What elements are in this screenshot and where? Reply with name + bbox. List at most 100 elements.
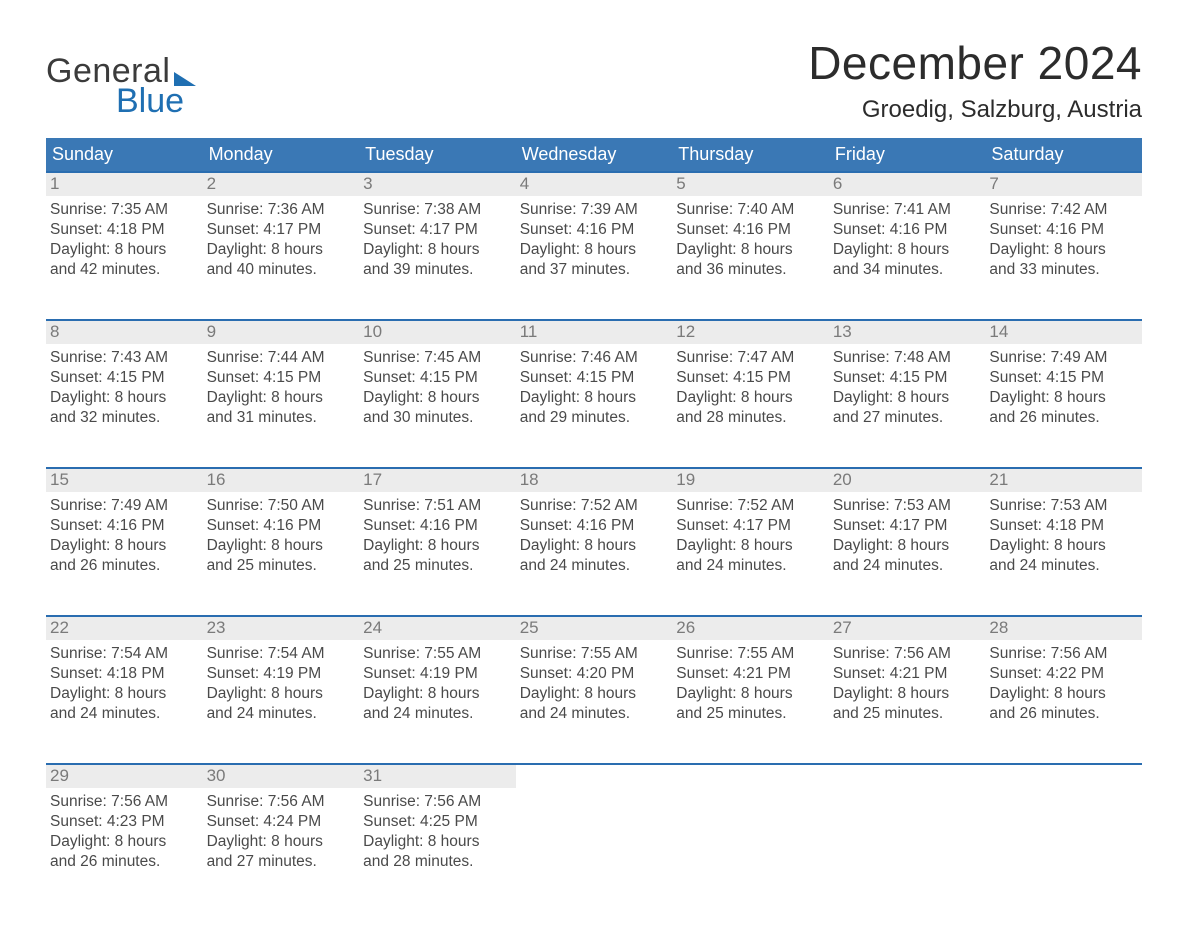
daylight-line1: Daylight: 8 hours (363, 240, 512, 260)
sunrise-text: Sunrise: 7:35 AM (50, 200, 199, 220)
location-subtitle: Groedig, Salzburg, Austria (808, 96, 1142, 124)
daylight-line2: and 28 minutes. (676, 408, 825, 428)
daylight-line1: Daylight: 8 hours (207, 388, 356, 408)
day-cell: 12Sunrise: 7:47 AMSunset: 4:15 PMDayligh… (672, 321, 829, 449)
day-number: 16 (203, 469, 360, 492)
day-body: Sunrise: 7:49 AMSunset: 4:15 PMDaylight:… (989, 348, 1138, 429)
day-body: Sunrise: 7:52 AMSunset: 4:16 PMDaylight:… (520, 496, 669, 577)
sunrise-text: Sunrise: 7:56 AM (207, 792, 356, 812)
day-cell: 10Sunrise: 7:45 AMSunset: 4:15 PMDayligh… (359, 321, 516, 449)
sunset-text: Sunset: 4:22 PM (989, 664, 1138, 684)
day-cell: 29Sunrise: 7:56 AMSunset: 4:23 PMDayligh… (46, 765, 203, 893)
daylight-line1: Daylight: 8 hours (50, 832, 199, 852)
titles: December 2024 Groedig, Salzburg, Austria (808, 36, 1142, 124)
daylight-line2: and 27 minutes. (207, 852, 356, 872)
day-body: Sunrise: 7:35 AMSunset: 4:18 PMDaylight:… (50, 200, 199, 281)
daylight-line2: and 24 minutes. (520, 556, 669, 576)
day-number: 15 (46, 469, 203, 492)
daylight-line2: and 26 minutes. (50, 852, 199, 872)
daylight-line1: Daylight: 8 hours (363, 536, 512, 556)
daylight-line1: Daylight: 8 hours (50, 536, 199, 556)
dow-friday: Friday (829, 138, 986, 171)
sunrise-text: Sunrise: 7:41 AM (833, 200, 982, 220)
day-body: Sunrise: 7:39 AMSunset: 4:16 PMDaylight:… (520, 200, 669, 281)
daylight-line1: Daylight: 8 hours (363, 684, 512, 704)
day-body: Sunrise: 7:54 AMSunset: 4:19 PMDaylight:… (207, 644, 356, 725)
sunset-text: Sunset: 4:24 PM (207, 812, 356, 832)
day-number: 12 (672, 321, 829, 344)
daylight-line2: and 25 minutes. (363, 556, 512, 576)
sunset-text: Sunset: 4:18 PM (50, 220, 199, 240)
sunrise-text: Sunrise: 7:38 AM (363, 200, 512, 220)
daylight-line2: and 31 minutes. (207, 408, 356, 428)
sunset-text: Sunset: 4:25 PM (363, 812, 512, 832)
sunrise-text: Sunrise: 7:46 AM (520, 348, 669, 368)
sunset-text: Sunset: 4:16 PM (50, 516, 199, 536)
sunset-text: Sunset: 4:15 PM (363, 368, 512, 388)
day-cell: 27Sunrise: 7:56 AMSunset: 4:21 PMDayligh… (829, 617, 986, 745)
brand-word2: Blue (116, 84, 184, 118)
sunset-text: Sunset: 4:16 PM (207, 516, 356, 536)
daylight-line1: Daylight: 8 hours (676, 388, 825, 408)
sunrise-text: Sunrise: 7:53 AM (833, 496, 982, 516)
day-body: Sunrise: 7:56 AMSunset: 4:24 PMDaylight:… (207, 792, 356, 873)
day-number: 6 (829, 173, 986, 196)
day-cell: 31Sunrise: 7:56 AMSunset: 4:25 PMDayligh… (359, 765, 516, 893)
day-body: Sunrise: 7:53 AMSunset: 4:18 PMDaylight:… (989, 496, 1138, 577)
day-body: Sunrise: 7:56 AMSunset: 4:23 PMDaylight:… (50, 792, 199, 873)
daylight-line1: Daylight: 8 hours (833, 536, 982, 556)
day-cell: 22Sunrise: 7:54 AMSunset: 4:18 PMDayligh… (46, 617, 203, 745)
sunrise-text: Sunrise: 7:56 AM (833, 644, 982, 664)
day-body: Sunrise: 7:43 AMSunset: 4:15 PMDaylight:… (50, 348, 199, 429)
day-cell: 30Sunrise: 7:56 AMSunset: 4:24 PMDayligh… (203, 765, 360, 893)
daylight-line1: Daylight: 8 hours (989, 536, 1138, 556)
day-cell: 8Sunrise: 7:43 AMSunset: 4:15 PMDaylight… (46, 321, 203, 449)
day-number: 31 (359, 765, 516, 788)
sunrise-text: Sunrise: 7:55 AM (676, 644, 825, 664)
daylight-line1: Daylight: 8 hours (989, 684, 1138, 704)
day-cell: 5Sunrise: 7:40 AMSunset: 4:16 PMDaylight… (672, 173, 829, 301)
day-cell: 14Sunrise: 7:49 AMSunset: 4:15 PMDayligh… (985, 321, 1142, 449)
day-cell: 21Sunrise: 7:53 AMSunset: 4:18 PMDayligh… (985, 469, 1142, 597)
day-number: 9 (203, 321, 360, 344)
sunrise-text: Sunrise: 7:43 AM (50, 348, 199, 368)
dow-sunday: Sunday (46, 138, 203, 171)
daylight-line2: and 34 minutes. (833, 260, 982, 280)
daylight-line1: Daylight: 8 hours (833, 684, 982, 704)
weeks-container: 1Sunrise: 7:35 AMSunset: 4:18 PMDaylight… (46, 171, 1142, 893)
sunrise-text: Sunrise: 7:44 AM (207, 348, 356, 368)
sunrise-text: Sunrise: 7:40 AM (676, 200, 825, 220)
sunrise-text: Sunrise: 7:47 AM (676, 348, 825, 368)
sunset-text: Sunset: 4:15 PM (520, 368, 669, 388)
day-body: Sunrise: 7:48 AMSunset: 4:15 PMDaylight:… (833, 348, 982, 429)
day-body: Sunrise: 7:51 AMSunset: 4:16 PMDaylight:… (363, 496, 512, 577)
day-body: Sunrise: 7:53 AMSunset: 4:17 PMDaylight:… (833, 496, 982, 577)
day-number: 1 (46, 173, 203, 196)
daylight-line2: and 24 minutes. (50, 704, 199, 724)
day-body: Sunrise: 7:56 AMSunset: 4:22 PMDaylight:… (989, 644, 1138, 725)
daylight-line1: Daylight: 8 hours (989, 388, 1138, 408)
flag-icon (174, 72, 196, 86)
daylight-line1: Daylight: 8 hours (207, 536, 356, 556)
daylight-line2: and 40 minutes. (207, 260, 356, 280)
sunset-text: Sunset: 4:16 PM (676, 220, 825, 240)
daylight-line1: Daylight: 8 hours (989, 240, 1138, 260)
daylight-line2: and 27 minutes. (833, 408, 982, 428)
day-number: 24 (359, 617, 516, 640)
brand-logo: General Blue (46, 54, 196, 118)
header: General Blue December 2024 Groedig, Salz… (46, 36, 1142, 124)
month-title: December 2024 (808, 36, 1142, 90)
daylight-line2: and 24 minutes. (207, 704, 356, 724)
day-cell (672, 765, 829, 893)
day-cell: 15Sunrise: 7:49 AMSunset: 4:16 PMDayligh… (46, 469, 203, 597)
dow-saturday: Saturday (985, 138, 1142, 171)
calendar: Sunday Monday Tuesday Wednesday Thursday… (46, 138, 1142, 893)
week-row: 29Sunrise: 7:56 AMSunset: 4:23 PMDayligh… (46, 763, 1142, 893)
day-cell: 17Sunrise: 7:51 AMSunset: 4:16 PMDayligh… (359, 469, 516, 597)
daylight-line1: Daylight: 8 hours (676, 240, 825, 260)
sunrise-text: Sunrise: 7:52 AM (676, 496, 825, 516)
calendar-page: General Blue December 2024 Groedig, Salz… (0, 0, 1188, 929)
sunrise-text: Sunrise: 7:56 AM (50, 792, 199, 812)
day-cell: 13Sunrise: 7:48 AMSunset: 4:15 PMDayligh… (829, 321, 986, 449)
day-cell: 25Sunrise: 7:55 AMSunset: 4:20 PMDayligh… (516, 617, 673, 745)
